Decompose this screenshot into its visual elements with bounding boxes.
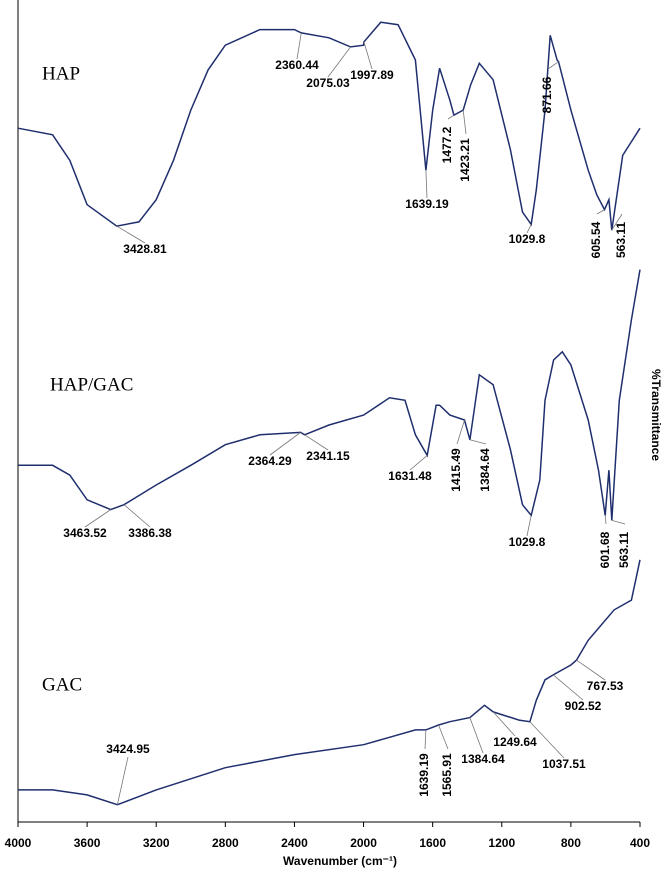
peak-leader <box>425 170 428 199</box>
peak-label: 2341.15 <box>306 449 350 463</box>
x-tick-label: 2400 <box>281 836 308 850</box>
peak-label: 1639.19 <box>405 197 449 211</box>
x-tick-label: 800 <box>561 836 581 850</box>
x-tick-label: 4000 <box>5 836 32 850</box>
peak-leader <box>363 41 373 70</box>
series-name: HAP <box>42 63 80 84</box>
peak-leader <box>123 504 151 528</box>
peak-label: 1423.21 <box>458 138 472 182</box>
peak-label: 2360.44 <box>275 58 319 72</box>
peak-leader <box>469 717 484 754</box>
peak-leader <box>424 729 427 750</box>
peak-label: 902.52 <box>565 699 602 713</box>
peak-leader <box>84 509 111 528</box>
x-tick-label: 2000 <box>350 836 377 850</box>
series-name: HAP/GAC <box>50 374 133 395</box>
peak-label: 1415.49 <box>449 448 463 492</box>
peak-leader <box>576 659 606 681</box>
peak-label: 1997.89 <box>350 68 394 82</box>
spectrum-line <box>18 559 641 806</box>
peak-leader <box>604 515 607 525</box>
peak-label: 767.53 <box>587 679 624 693</box>
peak-label: 1029.8 <box>509 535 546 549</box>
x-tick-label: 3600 <box>74 836 101 850</box>
x-tick-label: 2800 <box>212 836 239 850</box>
peak-leader <box>116 225 146 244</box>
peak-leader <box>526 515 532 537</box>
peak-leader <box>529 721 565 759</box>
x-tick-label: 400 <box>630 836 650 850</box>
peak-label: 3424.95 <box>106 742 150 756</box>
peak-leader <box>547 61 559 70</box>
peak-leader <box>304 434 329 451</box>
peak-label: 601.68 <box>598 531 612 568</box>
peak-label: 605.54 <box>589 221 603 258</box>
x-axis-label: Wavenumber (cm⁻¹) <box>283 854 397 868</box>
peak-label: 871.66 <box>540 76 554 113</box>
peak-leader <box>611 519 626 525</box>
spectrum-line <box>18 269 641 521</box>
peak-label: 1249.64 <box>493 735 537 749</box>
peak-leader <box>116 756 129 805</box>
peak-label: 1037.51 <box>542 757 586 771</box>
peak-leader <box>296 32 302 60</box>
peak-leader <box>456 419 465 445</box>
peak-leader <box>438 724 449 750</box>
x-tick-label: 3200 <box>143 836 170 850</box>
peak-leader <box>409 455 428 471</box>
peak-label: 1565.91 <box>440 753 454 797</box>
peak-label: 563.11 <box>614 222 628 258</box>
peak-label: 2075.03 <box>306 76 350 90</box>
peak-leader <box>327 46 351 78</box>
y-axis-label: %Transmittance <box>649 369 661 461</box>
spectrum-line <box>17 21 641 231</box>
peak-leader <box>447 114 455 120</box>
peak-leader <box>462 110 467 135</box>
peak-label: 3463.52 <box>63 526 107 540</box>
peak-leader <box>526 224 532 234</box>
peak-label: 3386.38 <box>128 526 172 540</box>
peak-leader <box>269 432 301 456</box>
peak-label: 1639.19 <box>417 753 431 797</box>
peak-leader <box>552 674 584 701</box>
series-name: GAC <box>42 674 82 695</box>
x-tick-label: 1600 <box>419 836 446 850</box>
peak-label: 1477.2 <box>440 126 454 163</box>
peak-leader <box>469 439 487 445</box>
peak-label: 1631.48 <box>388 469 432 483</box>
peak-label: 2364.29 <box>248 454 292 468</box>
peak-leader <box>611 213 623 231</box>
peak-label: 563.11 <box>617 532 631 568</box>
peak-label: 1384.64 <box>461 752 505 766</box>
x-tick-label: 1200 <box>488 836 515 850</box>
peak-leader <box>492 711 516 737</box>
peak-label: 1029.8 <box>509 232 546 246</box>
peak-label: 1384.64 <box>478 448 492 492</box>
peak-leader <box>596 209 605 215</box>
peak-label: 3428.81 <box>123 242 167 256</box>
